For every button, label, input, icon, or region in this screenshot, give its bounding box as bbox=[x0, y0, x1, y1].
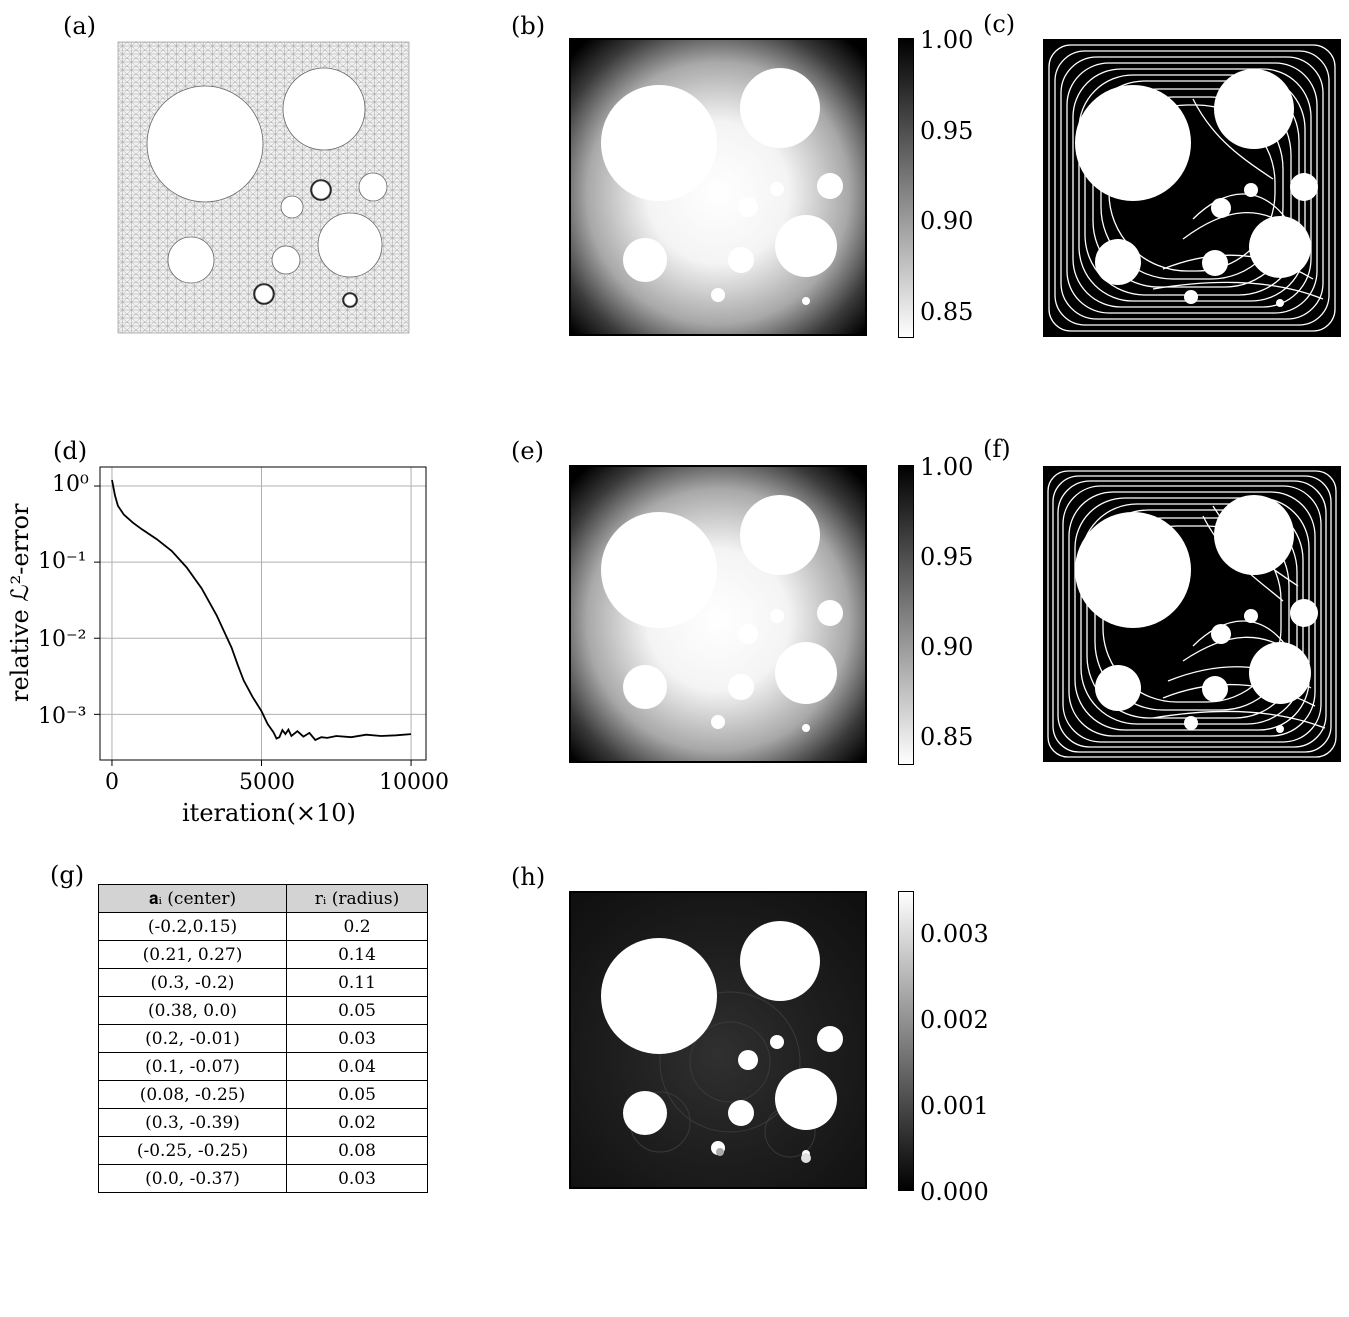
chart-frame bbox=[99, 466, 427, 761]
chart-xlabel: iteration(×10) bbox=[182, 799, 356, 827]
table-cell-radius: 0.05 bbox=[286, 996, 428, 1025]
panel-label-h: (h) bbox=[511, 863, 546, 891]
table-row: (0.38, 0.0) 0.05 bbox=[98, 996, 428, 1025]
panel-label-d: (d) bbox=[53, 437, 88, 465]
cb-e-tick-1: 1.00 bbox=[920, 453, 974, 481]
table-row: (0.1, -0.07) 0.04 bbox=[98, 1052, 428, 1081]
table-cell-radius: 0.08 bbox=[286, 1136, 428, 1165]
panel-label-g: (g) bbox=[50, 861, 85, 889]
table-cell-center: (0.1, -0.07) bbox=[98, 1052, 287, 1081]
panel-label-a: (a) bbox=[63, 12, 97, 40]
table-cell-center: (-0.2,0.15) bbox=[98, 912, 287, 941]
table-cell-radius: 0.05 bbox=[286, 1080, 428, 1109]
streamline-plot-f bbox=[1043, 466, 1341, 762]
table-row: (0.2, -0.01) 0.03 bbox=[98, 1024, 428, 1053]
error-field-h bbox=[569, 891, 867, 1189]
solution-field-e bbox=[569, 465, 867, 763]
table-cell-center: (0.2, -0.01) bbox=[98, 1024, 287, 1053]
cb-h-tick-2: 0.002 bbox=[920, 1006, 989, 1034]
table-row: (0.3, -0.39) 0.02 bbox=[98, 1108, 428, 1137]
table-row: (0.21, 0.27) 0.14 bbox=[98, 940, 428, 969]
table-cell-radius: 0.2 bbox=[286, 912, 428, 941]
ytick-1e-3: 10⁻³ bbox=[38, 704, 87, 729]
table-cell-center: (0.3, -0.2) bbox=[98, 968, 287, 997]
cb-b-tick-4: 0.85 bbox=[920, 298, 974, 326]
panel-label-b: (b) bbox=[511, 12, 546, 40]
cb-h-tick-4: 0.000 bbox=[920, 1178, 989, 1206]
table-cell-center: (0.08, -0.25) bbox=[98, 1080, 287, 1109]
cb-e-tick-4: 0.85 bbox=[920, 723, 974, 751]
table-cell-radius: 0.14 bbox=[286, 940, 428, 969]
table-header-center: 𝐚ᵢ (center) bbox=[98, 884, 287, 913]
table-cell-center: (0.0, -0.37) bbox=[98, 1164, 287, 1193]
xtick-10000: 10000 bbox=[379, 770, 449, 795]
cb-b-tick-1: 1.00 bbox=[920, 26, 974, 54]
circle-parameters-table: 𝐚ᵢ (center) rᵢ (radius) (-0.2,0.15) 0.2 (0… bbox=[98, 884, 428, 1193]
table-cell-center: (0.21, 0.27) bbox=[98, 940, 287, 969]
table-header-row: 𝐚ᵢ (center) rᵢ (radius) bbox=[98, 884, 428, 913]
table-row: (0.3, -0.2) 0.11 bbox=[98, 968, 428, 997]
panel-label-e: (e) bbox=[511, 437, 544, 465]
series-line bbox=[111, 479, 412, 742]
table-cell-radius: 0.03 bbox=[286, 1164, 428, 1193]
panel-label-c: (c) bbox=[983, 10, 1016, 38]
table-cell-radius: 0.11 bbox=[286, 968, 428, 997]
colorbar-h bbox=[898, 891, 914, 1191]
cb-h-tick-3: 0.001 bbox=[920, 1092, 989, 1120]
table-row: (0.08, -0.25) 0.05 bbox=[98, 1080, 428, 1109]
solution-field-b bbox=[569, 38, 867, 336]
xtick-5000: 5000 bbox=[239, 770, 295, 795]
table-row: (-0.2,0.15) 0.2 bbox=[98, 912, 428, 941]
table-row: (-0.25, -0.25) 0.08 bbox=[98, 1136, 428, 1165]
cb-b-tick-3: 0.90 bbox=[920, 207, 974, 235]
table-header-radius: rᵢ (radius) bbox=[286, 884, 428, 913]
ytick-1e-1: 10⁻¹ bbox=[38, 549, 87, 574]
chart-ylabel: relative ℒ²-error bbox=[6, 503, 34, 702]
streamline-plot-c bbox=[1043, 39, 1341, 337]
xtick-0: 0 bbox=[105, 770, 119, 795]
table-row: (0.0, -0.37) 0.03 bbox=[98, 1164, 428, 1193]
ytick-1e0: 10⁰ bbox=[52, 472, 89, 497]
error-chart bbox=[94, 466, 427, 766]
table-cell-radius: 0.02 bbox=[286, 1108, 428, 1137]
table-cell-radius: 0.04 bbox=[286, 1052, 428, 1081]
ytick-1e-2: 10⁻² bbox=[38, 627, 87, 652]
mesh-plot bbox=[117, 41, 410, 334]
colorbar-e bbox=[898, 465, 914, 765]
table-cell-radius: 0.03 bbox=[286, 1024, 428, 1053]
table-cell-center: (0.3, -0.39) bbox=[98, 1108, 287, 1137]
cb-h-tick-1: 0.003 bbox=[920, 920, 989, 948]
panel-label-f: (f) bbox=[983, 435, 1011, 463]
cb-e-tick-3: 0.90 bbox=[920, 633, 974, 661]
cb-e-tick-2: 0.95 bbox=[920, 543, 974, 571]
colorbar-b bbox=[898, 38, 914, 338]
table-cell-center: (-0.25, -0.25) bbox=[98, 1136, 287, 1165]
table-cell-center: (0.38, 0.0) bbox=[98, 996, 287, 1025]
cb-b-tick-2: 0.95 bbox=[920, 117, 974, 145]
